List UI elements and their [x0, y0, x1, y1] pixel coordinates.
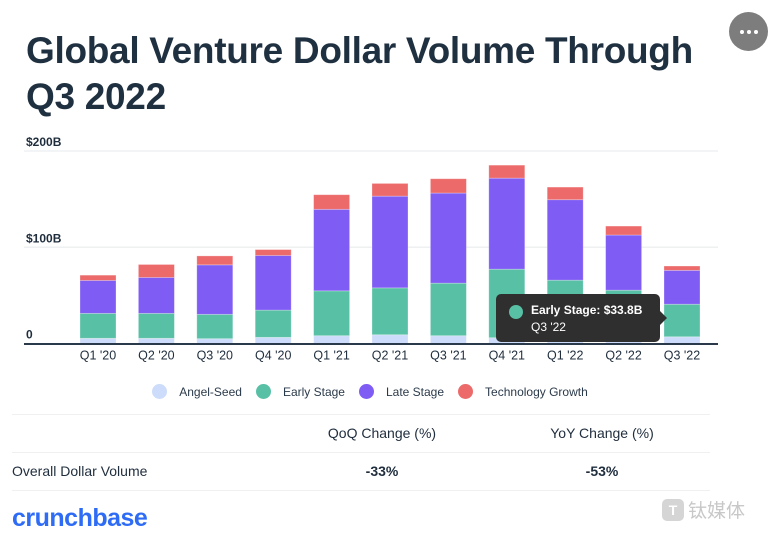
bar-segment-late-stage[interactable]	[313, 208, 351, 292]
table-row: Overall Dollar Volume -33% -53%	[12, 452, 710, 491]
bar-segment-early-stage[interactable]	[371, 287, 409, 336]
bar-segment-late-stage[interactable]	[254, 255, 292, 311]
y-tick-label: $200B	[26, 135, 62, 149]
bar-stack[interactable]	[79, 274, 117, 344]
x-tick-label: Q1 '21	[313, 349, 349, 363]
legend-label: Late Stage	[385, 384, 445, 399]
bar-segment-angel-seed[interactable]	[254, 336, 292, 344]
bar-segment-early-stage[interactable]	[254, 309, 292, 338]
change-summary-table: QoQ Change (%) YoY Change (%) Overall Do…	[12, 414, 710, 491]
bar-segment-technology-growth[interactable]	[137, 264, 175, 278]
legend-item-angel-seed[interactable]: Angel-Seed	[152, 384, 242, 399]
bar-segment-early-stage[interactable]	[196, 313, 234, 340]
watermark-text: 钛媒体	[688, 501, 746, 522]
bar-stack[interactable]	[137, 264, 175, 344]
x-tick-label: Q3 '22	[664, 349, 700, 363]
bar-segment-late-stage[interactable]	[546, 199, 584, 281]
bar-segment-late-stage[interactable]	[137, 277, 175, 314]
bar-stack[interactable]	[429, 178, 467, 344]
more-options-button[interactable]	[729, 12, 768, 51]
legend-dot	[255, 384, 271, 399]
x-tick-label: Q1 '22	[547, 349, 583, 363]
bar-stack[interactable]	[254, 249, 292, 344]
x-tick-label: Q4 '20	[255, 349, 291, 363]
y-tick-label: $100B	[26, 231, 62, 245]
bar-segment-technology-growth[interactable]	[79, 274, 117, 281]
tmtpost-logo-icon: T	[662, 498, 684, 521]
bar-segment-late-stage[interactable]	[429, 192, 467, 284]
page-title: Global Venture Dollar Volume Through Q3 …	[26, 30, 693, 117]
bar-segment-early-stage[interactable]	[429, 282, 467, 337]
table-header-qoq: QoQ Change (%)	[327, 425, 437, 441]
bar-segment-technology-growth[interactable]	[429, 178, 467, 194]
legend-dot	[458, 384, 474, 399]
bar-segment-technology-growth[interactable]	[371, 183, 409, 197]
bar-stack[interactable]	[313, 194, 351, 344]
bar-segment-angel-seed[interactable]	[429, 335, 467, 344]
legend-item-early-stage[interactable]: Early Stage	[255, 384, 345, 399]
bar-segment-early-stage[interactable]	[137, 312, 175, 339]
bar-segment-angel-seed[interactable]	[79, 337, 117, 344]
bar-segment-technology-growth[interactable]	[313, 194, 351, 210]
bar-segment-early-stage[interactable]	[313, 290, 351, 337]
bar-segment-late-stage[interactable]	[196, 264, 234, 315]
tooltip-category: Q3 '22	[531, 320, 566, 334]
bar-segment-technology-growth[interactable]	[254, 249, 292, 256]
legend-item-technology-growth[interactable]: Technology Growth	[458, 384, 588, 399]
bar-segment-technology-growth[interactable]	[488, 164, 526, 179]
bar-stack[interactable]	[663, 265, 701, 344]
y-axis-ticks: 0 $100B $200B	[26, 135, 62, 342]
bar-segment-late-stage[interactable]	[79, 280, 117, 314]
x-tick-label: Q3 '21	[430, 349, 466, 363]
bar-segment-angel-seed[interactable]	[371, 334, 409, 344]
bar-segment-technology-growth[interactable]	[605, 225, 642, 236]
table-header-yoy: YoY Change (%)	[550, 425, 654, 441]
x-axis-ticks: Q1 '20 Q2 '20 Q3 '20 Q4 '20 Q1 '21 Q2 '21 Q3 '…	[80, 349, 700, 363]
tooltip-value: Early Stage: $33.8B	[531, 303, 643, 317]
bar-stack[interactable]	[371, 183, 409, 344]
legend-label: Angel-Seed	[179, 384, 242, 399]
y-tick-label: 0	[26, 328, 33, 342]
bar-stack[interactable]	[196, 255, 234, 344]
stacked-bar-chart: 0$100B$200B Q1 '20 Q2 '20 Q3 '20 Q4 '20 Q1 '…	[24, 135, 718, 363]
legend-label: Technology Growth	[485, 384, 588, 399]
x-tick-label: Q2 '22	[605, 349, 641, 363]
chart-legend: Angel-Seed Early Stage Late Stage Techno…	[0, 384, 740, 399]
table-header-row: QoQ Change (%) YoY Change (%)	[12, 414, 710, 452]
bar-segment-technology-growth[interactable]	[546, 186, 584, 201]
bar-segment-angel-seed[interactable]	[137, 337, 175, 344]
bar-segment-angel-seed[interactable]	[196, 338, 234, 344]
bar-segment-late-stage[interactable]	[488, 177, 526, 270]
bar-segment-late-stage[interactable]	[663, 269, 701, 305]
watermark: T 钛媒体	[662, 496, 745, 523]
x-tick-label: Q2 '20	[138, 349, 174, 363]
x-tick-label: Q4 '21	[489, 349, 525, 363]
bar-segment-early-stage[interactable]	[79, 312, 117, 339]
bar-segment-late-stage[interactable]	[371, 195, 409, 289]
bar-segment-angel-seed[interactable]	[663, 336, 701, 344]
legend-label: Early Stage	[282, 384, 345, 399]
tooltip-series-dot	[509, 305, 523, 319]
x-tick-label: Q2 '21	[372, 349, 408, 363]
bar-segment-late-stage[interactable]	[605, 234, 642, 291]
qoq-value: -33%	[365, 463, 399, 479]
bar-segment-technology-growth[interactable]	[663, 265, 701, 271]
chart-tooltip: Early Stage: $33.8B Q3 '22	[496, 294, 667, 342]
bar-segment-angel-seed[interactable]	[313, 335, 351, 344]
legend-item-late-stage[interactable]: Late Stage	[358, 384, 445, 399]
crunchbase-logo: crunchbase	[12, 504, 148, 532]
gridlines	[24, 150, 718, 248]
bar-segment-technology-growth[interactable]	[196, 255, 234, 266]
x-tick-label: Q3 '20	[197, 349, 233, 363]
legend-dot	[152, 384, 168, 399]
bar-segment-early-stage[interactable]	[663, 303, 701, 338]
yoy-value: -53%	[585, 463, 619, 479]
row-label: Overall Dollar Volume	[12, 463, 148, 479]
x-tick-label: Q1 '20	[80, 349, 116, 363]
legend-dot	[358, 384, 374, 399]
